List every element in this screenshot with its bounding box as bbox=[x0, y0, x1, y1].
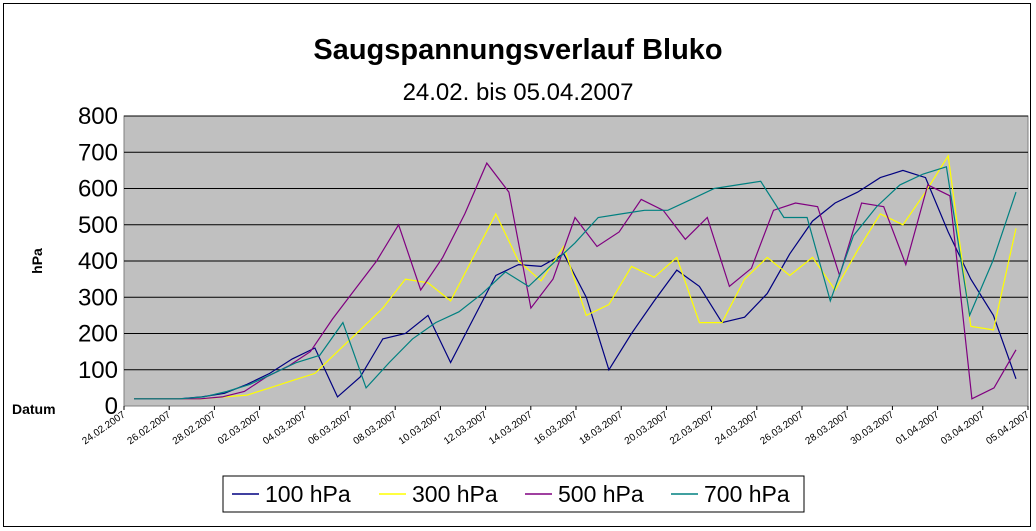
x-tick-label: 06.03.2007 bbox=[306, 409, 354, 447]
y-tick-label: 800 bbox=[78, 103, 118, 130]
legend-label: 300 hPa bbox=[412, 481, 498, 507]
y-axis-label: hPa bbox=[29, 248, 45, 274]
x-tick-label: 18.03.2007 bbox=[578, 409, 626, 447]
series-lines bbox=[134, 154, 1017, 400]
y-tick-label: 300 bbox=[78, 284, 118, 311]
y-tick-label: 100 bbox=[78, 357, 118, 384]
x-tick-label: 30.03.2007 bbox=[849, 409, 897, 447]
legend-label: 500 hPa bbox=[558, 481, 644, 507]
x-tick-label: 16.03.2007 bbox=[532, 409, 580, 447]
series-line-700-hpa bbox=[134, 166, 1017, 400]
x-tick-label: 02.03.2007 bbox=[216, 409, 264, 447]
series-line-300-hpa bbox=[134, 154, 1017, 400]
y-axis-ticks: 0 100 200 300 400 500 600 700 800 bbox=[78, 103, 118, 420]
x-tick-label: 14.03.2007 bbox=[487, 409, 535, 447]
x-tick-label: 04.03.2007 bbox=[261, 409, 309, 447]
legend-label: 700 hPa bbox=[704, 481, 790, 507]
x-tick-label: 10.03.2007 bbox=[397, 409, 445, 447]
y-tick-label: 500 bbox=[78, 212, 118, 239]
legend-box bbox=[222, 475, 805, 513]
chart-subtitle: 24.02. bis 05.04.2007 bbox=[403, 79, 634, 106]
x-tick-label: 20.03.2007 bbox=[623, 409, 671, 447]
y-tick-label: 600 bbox=[78, 176, 118, 203]
x-tick-label: 28.02.2007 bbox=[171, 409, 219, 447]
y-tick-label: 200 bbox=[78, 321, 118, 348]
chart-svg: Saugspannungsverlauf Bluko 24.02. bis 05… bbox=[12, 34, 1032, 513]
x-tick-label: 26.03.2007 bbox=[758, 409, 806, 447]
x-tick-label: 28.03.2007 bbox=[804, 409, 852, 447]
x-axis-label: Datum bbox=[12, 401, 56, 417]
x-tick-label: 12.03.2007 bbox=[442, 409, 490, 447]
series-line-100-hpa bbox=[134, 169, 1017, 400]
legend-label: 100 hPa bbox=[265, 481, 351, 507]
chart-frame: Saugspannungsverlauf Bluko 24.02. bis 05… bbox=[3, 3, 1032, 527]
x-axis-ticks: 24.02.200726.02.200728.02.200702.03.2007… bbox=[80, 406, 1032, 447]
x-tick-label: 08.03.2007 bbox=[352, 409, 400, 447]
y-tick-label: 400 bbox=[78, 248, 118, 275]
x-tick-label: 26.02.2007 bbox=[126, 409, 174, 447]
y-tick-label: 0 bbox=[105, 393, 118, 420]
y-tick-label: 700 bbox=[78, 139, 118, 166]
x-tick-label: 05.04.2007 bbox=[984, 409, 1032, 447]
chart-title: Saugspannungsverlauf Bluko bbox=[313, 34, 722, 66]
x-tick-label: 01.04.2007 bbox=[894, 409, 942, 447]
legend: 100 hPa 300 hPa 500 hPa 700 hPa bbox=[222, 475, 805, 513]
x-tick-label: 24.03.2007 bbox=[713, 409, 761, 447]
x-tick-label: 03.04.2007 bbox=[939, 409, 987, 447]
x-tick-label: 22.03.2007 bbox=[668, 409, 716, 447]
